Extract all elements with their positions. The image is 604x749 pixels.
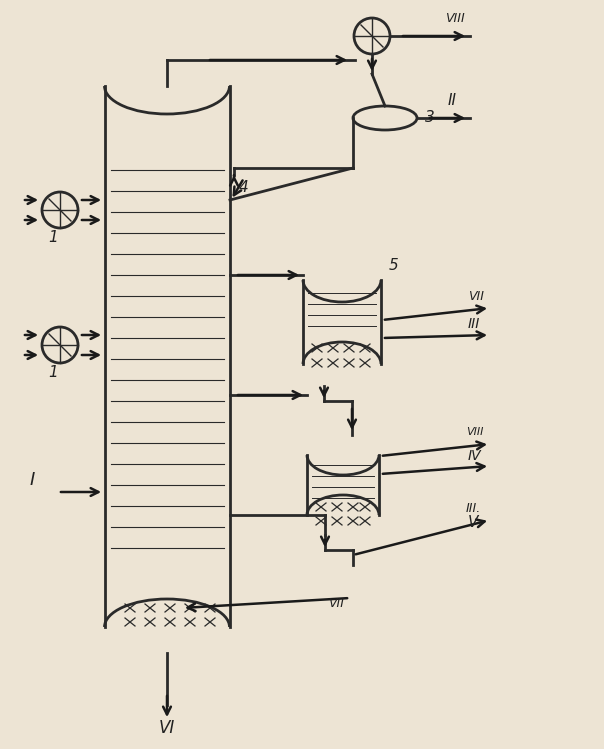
Text: VII: VII <box>468 290 484 303</box>
Text: VII: VII <box>328 597 344 610</box>
Text: V: V <box>468 515 478 530</box>
Text: I: I <box>30 471 35 489</box>
Text: 4: 4 <box>239 180 249 195</box>
Text: VI: VI <box>159 719 175 737</box>
Text: III: III <box>468 317 480 331</box>
Text: VIII: VIII <box>445 12 464 25</box>
Text: 1: 1 <box>48 230 58 245</box>
Text: IV: IV <box>468 449 481 463</box>
Text: 3: 3 <box>425 110 435 125</box>
Text: 1: 1 <box>48 365 58 380</box>
Text: 5: 5 <box>389 258 399 273</box>
Text: III.: III. <box>466 502 481 515</box>
Text: II: II <box>448 93 457 108</box>
Text: VIII: VIII <box>466 427 483 437</box>
